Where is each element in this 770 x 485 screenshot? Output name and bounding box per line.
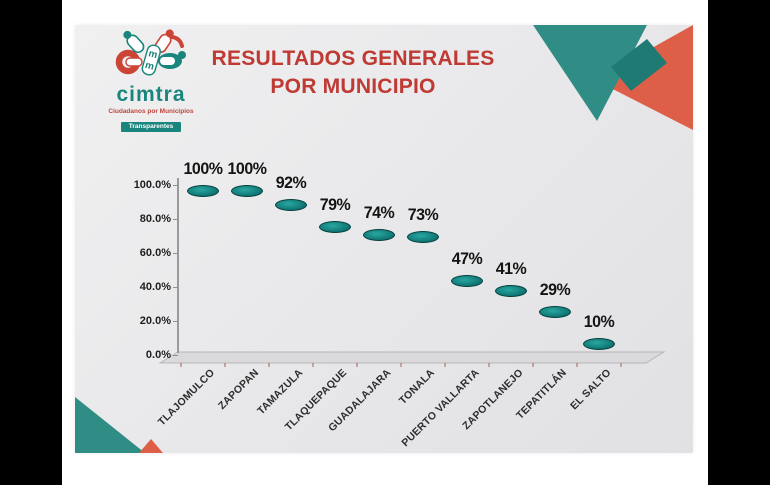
bar-top-cap bbox=[187, 185, 219, 197]
bar bbox=[231, 191, 263, 359]
bar-chart: 0.0% 20.0% 40.0% 60.0% 80.0% 100.0% 100% TLAJOM… bbox=[75, 25, 693, 453]
page-title-line2: POR MUNICIPIO bbox=[270, 73, 436, 98]
y-axis-tick-label: 80.0% bbox=[139, 213, 171, 225]
bar bbox=[451, 281, 483, 359]
page-title-line1: RESULTADOS GENERALES bbox=[211, 46, 495, 70]
y-axis-tick-mark bbox=[173, 219, 178, 220]
cimtra-subtitle: Ciudadanos por Municipios bbox=[108, 108, 194, 115]
category-label: TONALA bbox=[397, 366, 438, 407]
cimtra-logo-figures-icon: m m bbox=[115, 29, 186, 76]
y-axis-tick-label: 40.0% bbox=[139, 281, 171, 293]
bar-value-label: 92% bbox=[275, 172, 307, 192]
y-axis-tick-mark bbox=[173, 355, 178, 356]
bar bbox=[275, 205, 307, 359]
bar-top-cap bbox=[407, 230, 439, 243]
bar-top-cap bbox=[319, 220, 351, 233]
bar-value-label: 100% bbox=[183, 159, 223, 178]
bar-top-cap bbox=[495, 285, 527, 298]
y-axis-tick-mark bbox=[173, 185, 178, 186]
bar bbox=[187, 191, 219, 359]
y-axis-tick-label: 20.0% bbox=[139, 315, 171, 327]
category-label: PUERTO VALLARTA bbox=[398, 366, 482, 450]
y-axis-tick-label: 60.0% bbox=[139, 247, 171, 259]
y-axis-tick-mark bbox=[173, 321, 178, 322]
bar-top-cap bbox=[583, 338, 615, 350]
bar-top-cap bbox=[363, 229, 395, 242]
bar-value-label: 100% bbox=[227, 159, 267, 178]
y-axis bbox=[177, 178, 179, 353]
bar bbox=[539, 312, 571, 359]
slide-page: m m cimtra Ciudadanos por Municipios Tra… bbox=[62, 0, 708, 485]
bar-top-cap bbox=[275, 198, 307, 211]
page-title: RESULTADOS GENERALES POR MUNICIPIO bbox=[195, 45, 511, 101]
bar-top-cap bbox=[231, 185, 263, 197]
bar-value-label: 73% bbox=[407, 204, 439, 224]
svg-text:m: m bbox=[147, 48, 159, 61]
y-axis-tick-label: 0.0% bbox=[145, 349, 171, 361]
bar-top-cap bbox=[451, 275, 483, 288]
bar bbox=[319, 227, 351, 359]
y-axis-tick-mark bbox=[173, 253, 178, 254]
bar-value-label: 10% bbox=[583, 312, 615, 331]
slide-card: m m cimtra Ciudadanos por Municipios Tra… bbox=[75, 25, 693, 453]
bar-value-label: 74% bbox=[363, 203, 395, 223]
cimtra-wordmark: cimtra bbox=[116, 83, 186, 106]
bar bbox=[363, 235, 395, 359]
category-label: ZAPOPAN bbox=[216, 366, 262, 412]
category-label: TLAJOMULCO bbox=[155, 366, 218, 429]
bar-value-label: 41% bbox=[495, 259, 527, 279]
category-label: EL SALTO bbox=[567, 366, 614, 413]
cimtra-logo: m m cimtra Ciudadanos por Municipios Tra… bbox=[95, 29, 207, 133]
bar-top-cap bbox=[539, 305, 571, 318]
svg-text:m: m bbox=[144, 60, 156, 73]
bar-value-label: 47% bbox=[451, 249, 483, 269]
bar bbox=[407, 237, 439, 359]
y-axis-tick-label: 100.0% bbox=[133, 179, 171, 191]
bar bbox=[495, 291, 527, 359]
bar-value-label: 29% bbox=[539, 279, 571, 299]
bar-value-label: 79% bbox=[319, 194, 351, 214]
y-axis-tick-mark bbox=[173, 287, 178, 288]
cimtra-banner: Transparentes bbox=[120, 122, 182, 132]
